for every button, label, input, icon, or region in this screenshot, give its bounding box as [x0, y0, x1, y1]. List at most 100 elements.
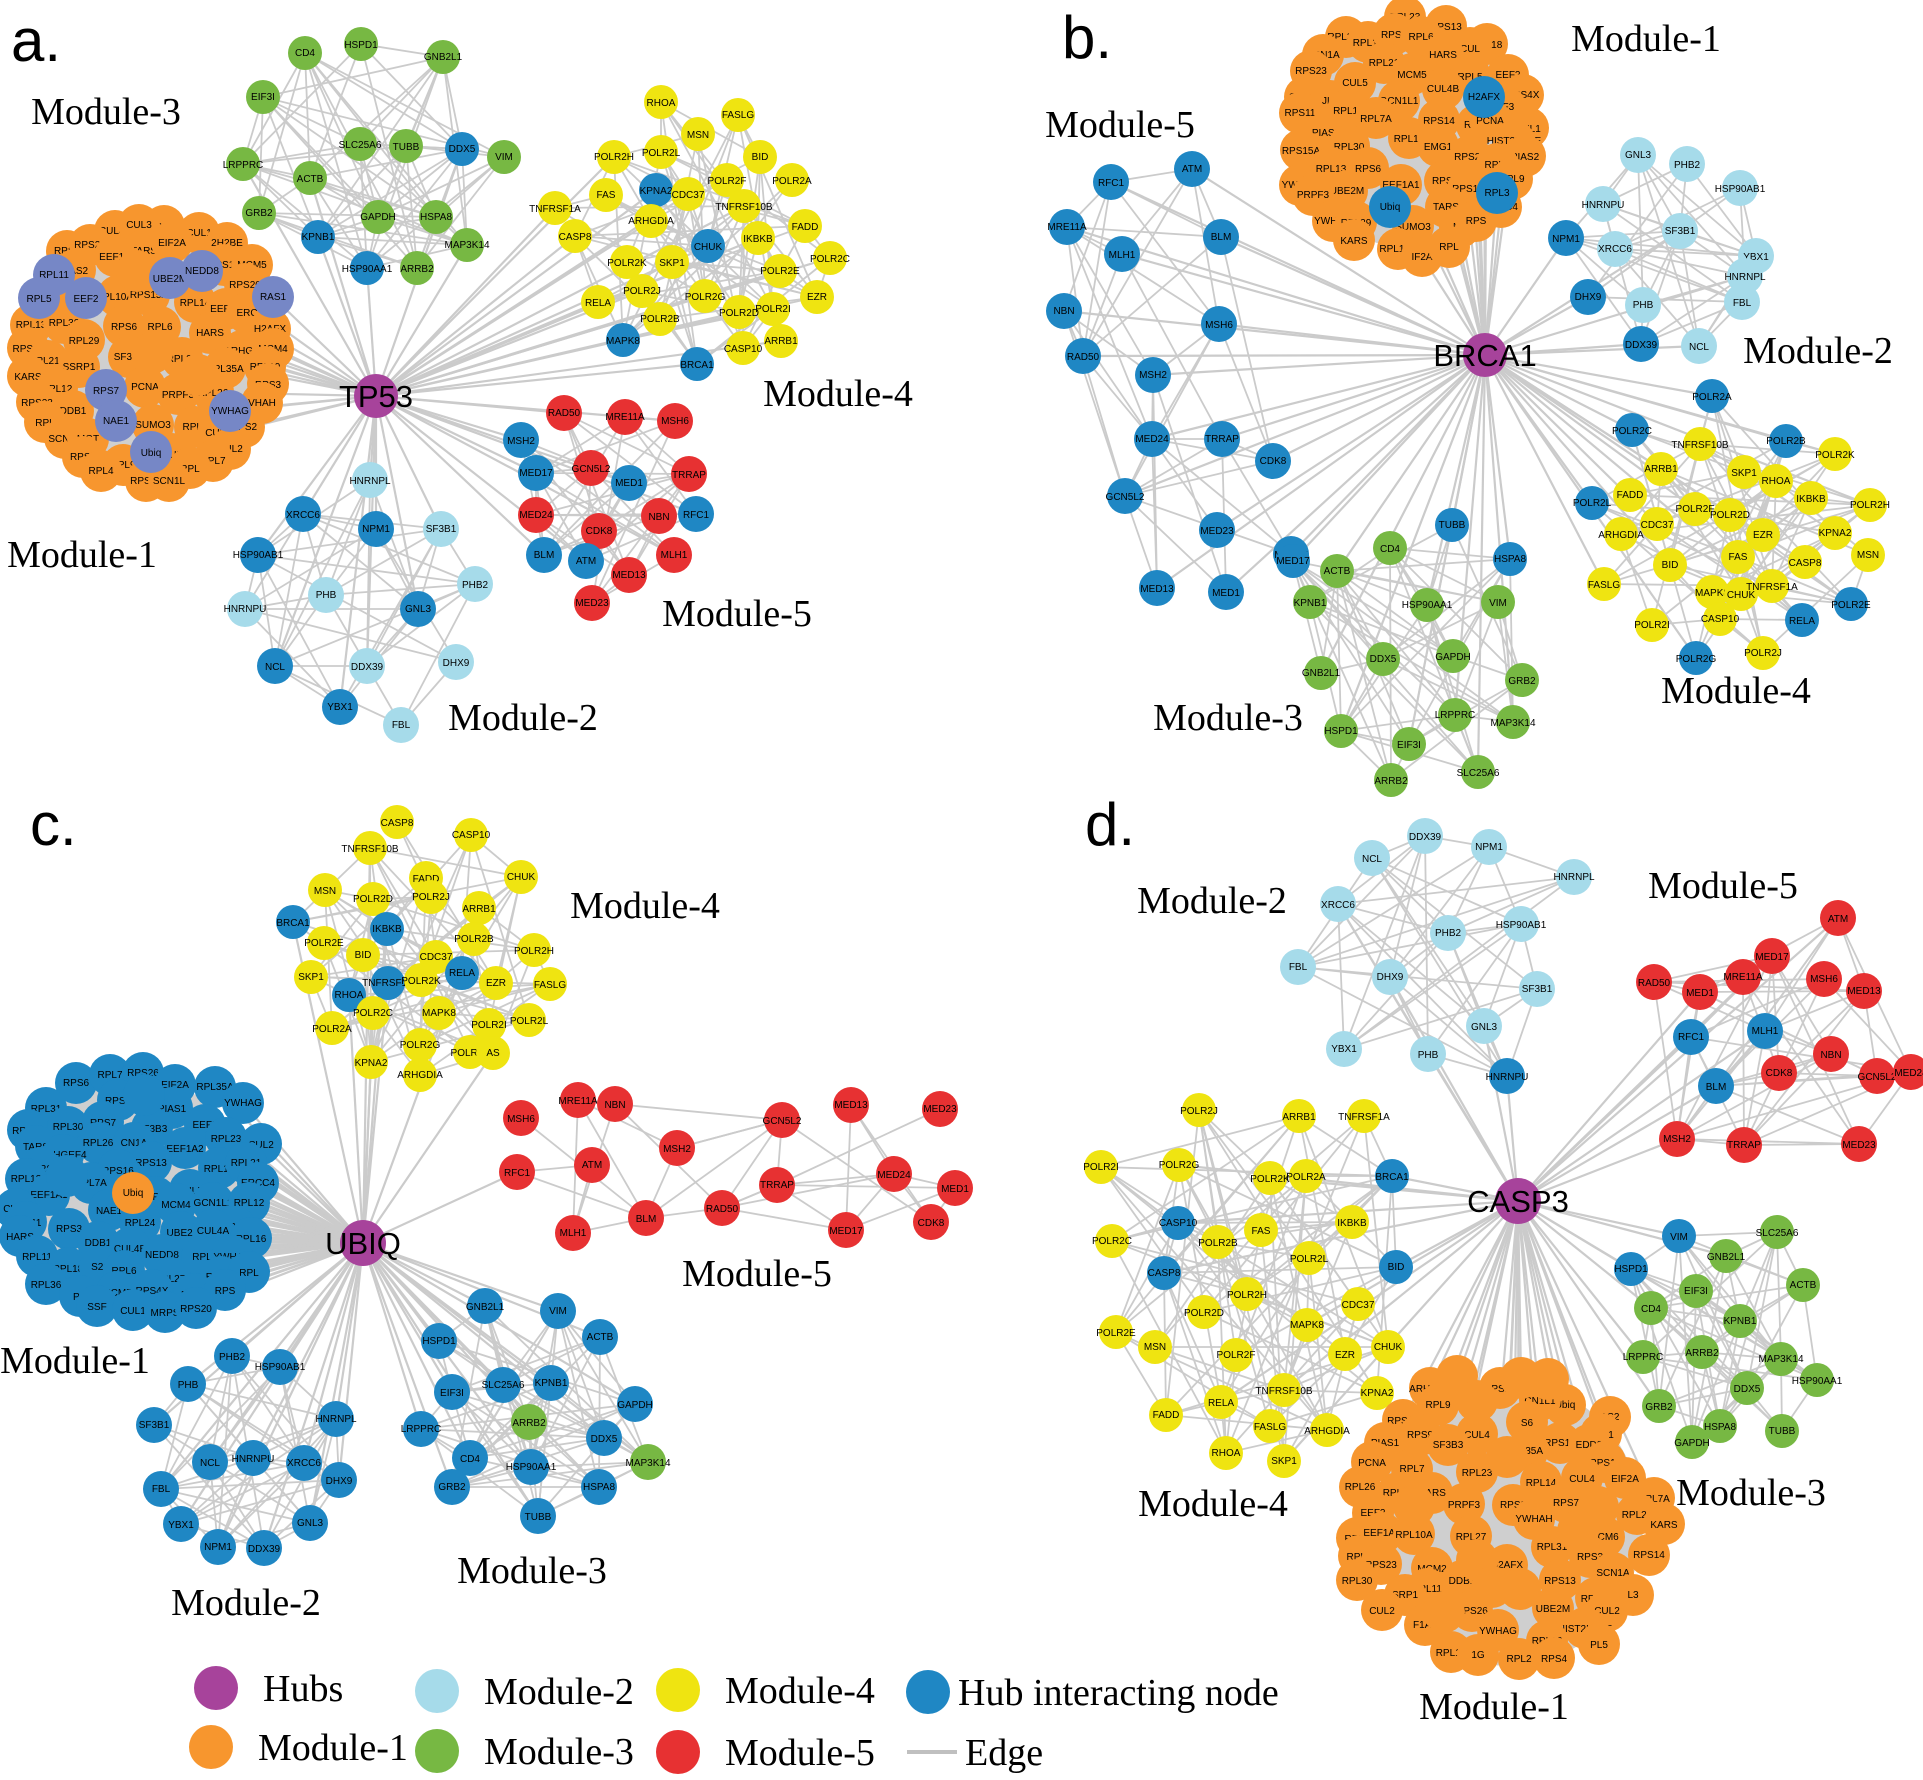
svg-text:EZR: EZR: [486, 978, 506, 989]
svg-text:CDC37: CDC37: [1641, 520, 1674, 531]
svg-text:MRE11A: MRE11A: [605, 412, 645, 423]
svg-text:RPL7A: RPL7A: [1360, 114, 1392, 125]
svg-text:MED17: MED17: [829, 1226, 863, 1237]
svg-text:RELA: RELA: [1208, 1398, 1234, 1409]
svg-text:POLR2I: POLR2I: [1083, 1162, 1119, 1173]
svg-text:VHAH: VHAH: [248, 398, 276, 409]
svg-text:MED17: MED17: [1755, 952, 1789, 963]
svg-text:DDX39: DDX39: [1409, 832, 1442, 843]
svg-text:CN1A: CN1A: [121, 1138, 148, 1149]
svg-text:EIF2A: EIF2A: [1611, 1474, 1639, 1485]
svg-text:BLM: BLM: [1706, 1082, 1727, 1093]
svg-text:CUL: CUL: [1460, 44, 1480, 55]
svg-text:RPS24: RPS24: [74, 240, 106, 251]
svg-text:CUL: CUL: [162, 450, 182, 461]
svg-text:YBX1: YBX1: [1331, 1044, 1357, 1055]
svg-text:NCL: NCL: [200, 1458, 220, 1469]
svg-text:BID: BID: [752, 152, 769, 163]
svg-text:MSH6: MSH6: [507, 1114, 535, 1125]
svg-text:GRB2: GRB2: [1645, 1402, 1673, 1413]
svg-text:GRB2: GRB2: [1508, 676, 1536, 687]
svg-text:RAD50: RAD50: [1638, 978, 1671, 989]
svg-text:YWHAH: YWHAH: [213, 1252, 250, 1263]
svg-text:RPS20: RPS20: [180, 1304, 212, 1315]
svg-text:GNB2L1: GNB2L1: [424, 52, 463, 63]
svg-text:MLH1: MLH1: [1752, 1026, 1779, 1037]
svg-text:VIM: VIM: [1670, 1232, 1688, 1243]
svg-text:RPL12: RPL12: [42, 384, 73, 395]
svg-text:CDK8: CDK8: [1260, 456, 1287, 467]
svg-text:c.: c.: [30, 791, 77, 858]
svg-text:RHOA: RHOA: [1212, 1448, 1241, 1459]
svg-text:DDX5: DDX5: [591, 1434, 618, 1445]
svg-text:RPL6: RPL6: [1346, 1552, 1371, 1563]
svg-text:F1A1: F1A1: [1413, 1620, 1437, 1631]
svg-text:RPL14: RPL14: [180, 298, 211, 309]
svg-text:RPL30: RPL30: [1334, 142, 1365, 153]
svg-text:SUMO3: SUMO3: [135, 420, 171, 431]
svg-text:GCN1L1: GCN1L1: [1380, 96, 1419, 107]
svg-text:RPL6: RPL6: [111, 1266, 136, 1277]
svg-text:ACTB: ACTB: [297, 174, 324, 185]
svg-text:RELA: RELA: [1789, 616, 1815, 627]
svg-text:MSN: MSN: [1857, 550, 1879, 561]
svg-text:POLR2J: POLR2J: [412, 892, 450, 903]
svg-text:Module-2: Module-2: [171, 1582, 321, 1624]
svg-text:VIM: VIM: [549, 1306, 567, 1317]
svg-text:CD4: CD4: [1641, 1304, 1661, 1315]
svg-text:FBL: FBL: [1733, 298, 1752, 309]
svg-text:PCNA: PCNA: [1358, 1458, 1386, 1469]
svg-text:PCNA: PCNA: [1476, 116, 1504, 127]
svg-text:XRCC6: XRCC6: [287, 1458, 321, 1469]
svg-text:HNRNPL: HNRNPL: [1553, 872, 1595, 883]
svg-text:IKBKB: IKBKB: [1337, 1218, 1367, 1229]
svg-text:RAD50: RAD50: [548, 408, 581, 419]
svg-text:TNFRSF10B: TNFRSF10B: [1255, 1386, 1313, 1397]
svg-text:CUL5: CUL5: [1342, 78, 1368, 89]
svg-text:DDB1: DDB1: [85, 1238, 112, 1249]
svg-text:Module-1: Module-1: [7, 534, 157, 576]
svg-text:POLR2D: POLR2D: [1710, 510, 1750, 521]
svg-text:SLC25A6: SLC25A6: [482, 1380, 525, 1391]
svg-text:YWHAG: YWHAG: [1314, 216, 1352, 227]
svg-text:CASP8: CASP8: [1148, 1268, 1181, 1279]
svg-text:RPL26: RPL26: [83, 1138, 114, 1149]
svg-text:MLH1: MLH1: [1109, 250, 1136, 261]
svg-text:YBX1: YBX1: [327, 702, 353, 713]
svg-text:ATM: ATM: [1828, 914, 1848, 925]
svg-text:POLR2G: POLR2G: [1676, 654, 1717, 665]
svg-text:FADD: FADD: [1153, 1410, 1180, 1421]
svg-text:Module-3: Module-3: [457, 1550, 607, 1592]
svg-text:POLR2E: POLR2E: [1096, 1328, 1136, 1339]
svg-text:MED1: MED1: [1686, 988, 1714, 999]
svg-text:RPS8: RPS8: [1432, 176, 1459, 187]
svg-text:FASLG: FASLG: [722, 110, 754, 121]
svg-text:FAS: FAS: [597, 190, 616, 201]
svg-text:HSPD1: HSPD1: [1324, 726, 1358, 737]
svg-text:Module-4: Module-4: [1138, 1483, 1288, 1525]
svg-text:CN1L1: CN1L1: [1524, 1396, 1556, 1407]
svg-text:RPL12: RPL12: [1353, 38, 1384, 49]
svg-text:RPS16: RPS16: [1544, 1438, 1576, 1449]
svg-text:RPL11: RPL11: [1333, 106, 1363, 117]
svg-text:RPL30: RPL30: [49, 318, 80, 329]
svg-text:PRPF3: PRPF3: [162, 390, 195, 401]
svg-text:RPL14: RPL14: [1526, 1478, 1557, 1489]
svg-text:MED1: MED1: [941, 1184, 969, 1195]
svg-text:CUL4: CUL4: [1464, 1430, 1490, 1441]
svg-text:TUBB: TUBB: [1769, 1426, 1796, 1437]
svg-text:TRRAP: TRRAP: [672, 470, 706, 481]
svg-text:RPL14: RPL14: [1394, 134, 1425, 145]
svg-text:TRRAP: TRRAP: [1727, 1140, 1761, 1151]
svg-text:RPS2: RPS2: [231, 422, 258, 433]
svg-text:POLR2B: POLR2B: [640, 314, 680, 325]
svg-text:Module-1: Module-1: [1419, 1686, 1569, 1728]
svg-text:FASLG: FASLG: [1254, 1422, 1286, 1433]
svg-text:YWHAH: YWHAH: [1515, 1514, 1552, 1525]
svg-text:RPL36: RPL36: [31, 1280, 62, 1291]
svg-text:RPL: RPL: [35, 418, 55, 429]
svg-text:MSN: MSN: [687, 130, 709, 141]
svg-text:GCN1L1: GCN1L1: [194, 1198, 233, 1209]
svg-text:RPL16: RPL16: [236, 1234, 267, 1245]
svg-text:SKP1: SKP1: [298, 972, 324, 983]
